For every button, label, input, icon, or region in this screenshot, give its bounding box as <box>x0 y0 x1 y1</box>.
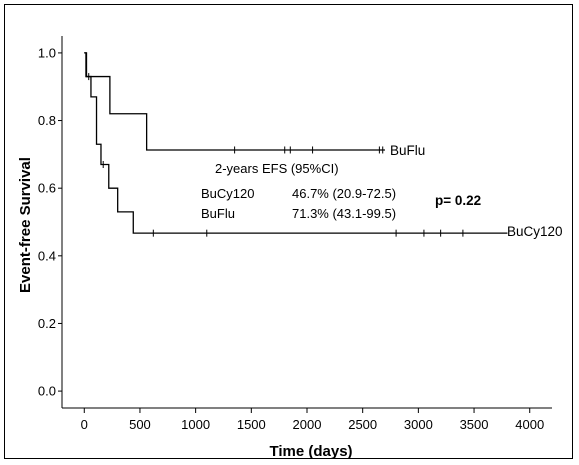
efs-row-buflu-value: 71.3% (43.1-99.5) <box>292 206 396 221</box>
x-tick-label: 0 <box>81 417 88 432</box>
x-tick-label: 2000 <box>293 417 322 432</box>
x-tick-label: 3000 <box>404 417 433 432</box>
p-value: p= 0.22 <box>435 193 481 208</box>
y-axis-title: Event-free Survival <box>17 157 34 293</box>
figure-frame <box>4 4 573 459</box>
survival-curve-buflu <box>84 52 385 151</box>
x-tick-label: 1500 <box>237 417 266 432</box>
efs-row-bucy120-name: BuCy120 <box>201 186 254 201</box>
x-tick-label: 4000 <box>515 417 544 432</box>
y-tick-label: 0.0 <box>38 384 56 399</box>
y-tick-label: 0.2 <box>38 316 56 331</box>
efs-header: 2-years EFS (95%CI) <box>215 161 339 176</box>
x-tick-label: 3500 <box>460 417 489 432</box>
y-tick-labels: 0.0 0.2 0.4 0.6 0.8 1.0 <box>38 45 56 398</box>
series-label-buflu: BuFlu <box>390 143 425 158</box>
y-tick-label: 1.0 <box>38 45 56 60</box>
y-tick-label: 0.8 <box>38 113 56 128</box>
survival-curves <box>84 52 508 237</box>
x-tick-label: 500 <box>129 417 151 432</box>
x-tick-label: 2500 <box>348 417 377 432</box>
efs-row-buflu-name: BuFlu <box>201 206 235 221</box>
y-tick-label: 0.6 <box>38 181 56 196</box>
x-axis-title: Time (days) <box>269 443 352 460</box>
x-tick-labels: 0 500 1000 1500 2000 2500 3000 3500 4000 <box>81 417 545 432</box>
y-tick-label: 0.4 <box>38 248 56 263</box>
efs-row-bucy120-value: 46.7% (20.9-72.5) <box>292 186 396 201</box>
x-tick-label: 1000 <box>181 417 210 432</box>
series-label-bucy120: BuCy120 <box>507 224 563 239</box>
axes <box>58 36 552 413</box>
